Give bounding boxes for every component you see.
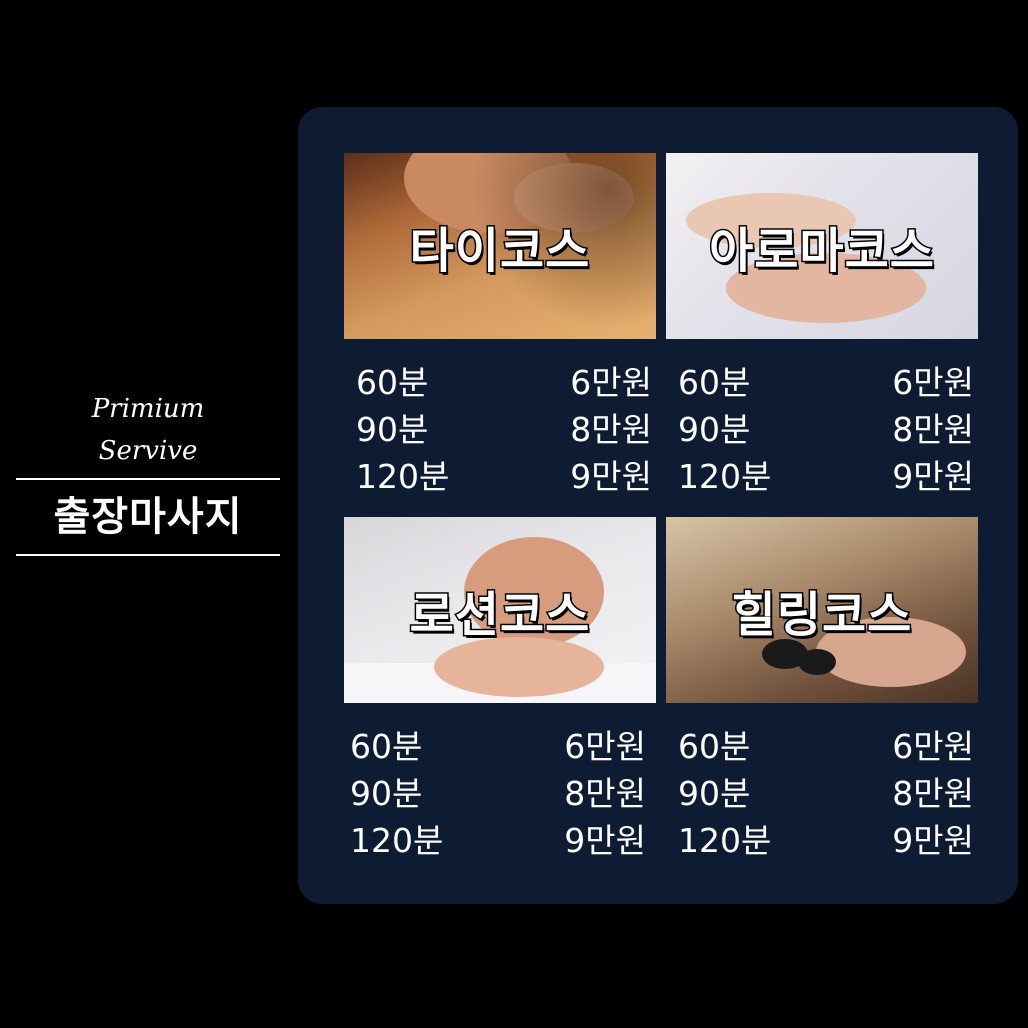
price-row: 120분 9만원	[678, 453, 974, 500]
brand-divider-top	[16, 478, 280, 480]
duration-label: 60분	[678, 363, 751, 402]
price-label: 8만원	[570, 410, 652, 449]
price-label: 9만원	[892, 821, 974, 860]
price-row: 120분 9만원	[356, 453, 652, 500]
course-photo-aroma: 아로마코스	[666, 153, 978, 339]
brand-subtitle-line1: Primium	[91, 394, 205, 424]
brand-block: Primium Servive 출장마사지	[16, 388, 280, 556]
price-row: 90분 8만원	[678, 406, 974, 453]
course-photo-thai: 타이코스	[344, 153, 656, 339]
price-label: 9만원	[570, 457, 652, 496]
price-list-lotion: 60분 6만원 90분 8만원 120분 9만원	[344, 723, 656, 864]
brand-subtitle-line2: Servive	[98, 436, 198, 466]
duration-label: 90분	[678, 410, 751, 449]
duration-label: 60분	[356, 363, 429, 402]
duration-label: 60분	[678, 727, 751, 766]
course-photo-healing: 힐링코스	[666, 517, 978, 703]
price-label: 8만원	[892, 774, 974, 813]
duration-label: 120분	[678, 821, 772, 860]
price-label: 9만원	[564, 821, 646, 860]
price-row: 120분 9만원	[350, 817, 646, 864]
price-label: 6만원	[564, 727, 646, 766]
price-label: 8만원	[892, 410, 974, 449]
course-card-thai: 타이코스 60분 6만원 90분 8만원 120분 9만원	[344, 153, 656, 500]
course-name-aroma: 아로마코스	[708, 222, 936, 281]
price-list-thai: 60분 6만원 90분 8만원 120분 9만원	[344, 359, 656, 500]
duration-label: 120분	[678, 457, 772, 496]
price-label: 9만원	[892, 457, 974, 496]
price-row: 60분 6만원	[350, 723, 646, 770]
course-card-healing: 힐링코스 60분 6만원 90분 8만원 120분 9만원	[666, 517, 978, 864]
duration-label: 60분	[350, 727, 423, 766]
course-price-panel: 타이코스 60분 6만원 90분 8만원 120분 9만원 아로마코스	[298, 107, 1018, 904]
price-label: 6만원	[570, 363, 652, 402]
price-label: 8만원	[564, 774, 646, 813]
price-list-healing: 60분 6만원 90분 8만원 120분 9만원	[666, 723, 978, 864]
duration-label: 90분	[356, 410, 429, 449]
course-photo-lotion: 로션코스	[344, 517, 656, 703]
course-card-aroma: 아로마코스 60분 6만원 90분 8만원 120분 9만원	[666, 153, 978, 500]
duration-label: 90분	[678, 774, 751, 813]
price-row: 90분 8만원	[350, 770, 646, 817]
course-name-thai: 타이코스	[408, 222, 591, 281]
price-row: 60분 6만원	[678, 723, 974, 770]
price-row: 120분 9만원	[678, 817, 974, 864]
price-row: 90분 8만원	[678, 770, 974, 817]
course-name-healing: 힐링코스	[730, 586, 913, 645]
brand-subtitle: Primium Servive	[16, 388, 280, 472]
price-label: 6만원	[892, 727, 974, 766]
price-label: 6만원	[892, 363, 974, 402]
price-row: 60분 6만원	[678, 359, 974, 406]
price-row: 90분 8만원	[356, 406, 652, 453]
duration-label: 90분	[350, 774, 423, 813]
course-card-lotion: 로션코스 60분 6만원 90분 8만원 120분 9만원	[344, 517, 656, 864]
brand-title: 출장마사지	[53, 494, 243, 540]
price-row: 60분 6만원	[356, 359, 652, 406]
course-name-lotion: 로션코스	[408, 586, 591, 645]
price-list-aroma: 60분 6만원 90분 8만원 120분 9만원	[666, 359, 978, 500]
brand-divider-bottom	[16, 554, 280, 556]
duration-label: 120분	[350, 821, 444, 860]
duration-label: 120분	[356, 457, 450, 496]
